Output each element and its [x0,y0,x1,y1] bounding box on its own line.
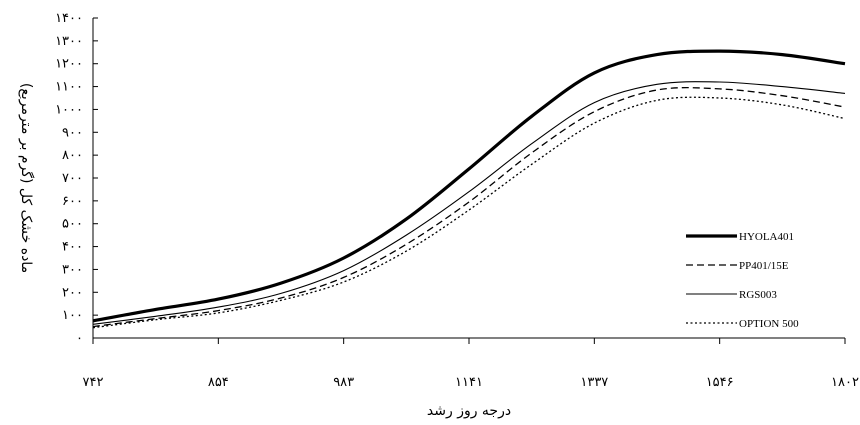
y-tick-label: ۱۰۰ [62,308,83,323]
series-line-pp401-15e [92,87,846,328]
x-tick-label: ۱۱۴۱ [455,375,483,390]
legend: HYOLA401 PP401/15E RGS003 OPTION 500 [686,231,799,330]
y-tick-label: ۸۰۰ [62,148,83,163]
legend-label: OPTION 500 [739,318,799,330]
x-axis-title: درجه روز رشد [427,403,511,419]
x-tick-label: ۱۵۴۶ [706,375,734,390]
y-tick-label: ۱۱۰۰ [55,80,83,95]
x-tick-label: ۹۸۳ [333,375,354,390]
legend-label: PP401/15E [739,260,789,272]
x-ticks: ۷۴۲ ۸۵۴ ۹۸۳ ۱۱۴۱ ۱۳۳۷ ۱۵۴۶ ۱۸۰۲ [83,338,859,390]
x-tick-label: ۱۸۰۲ [831,375,859,390]
y-tick-label: ۲۰۰ [62,285,83,300]
y-tick-label: ۱۳۰۰ [55,34,83,49]
y-ticks: ۰ ۱۰۰ ۲۰۰ ۳۰۰ ۴۰۰ ۵۰۰ ۶۰۰ ۷۰۰ ۸۰۰ ۹۰۰ ۱۰۰۰ ۱۱۰۰ ۱۲۰۰… [55,11,98,346]
series-line-hyola401 [92,49,846,323]
legend-label: RGS003 [739,289,777,301]
x-tick-label: ۷۴۲ [83,375,104,390]
y-tick-label: ۴۰۰ [62,240,83,255]
y-tick-label: ۷۰۰ [62,171,83,186]
y-tick-label: ۳۰۰ [62,262,83,277]
y-tick-label: ۵۰۰ [62,217,83,232]
y-tick-label: ۱۰۰۰ [55,102,83,117]
y-tick-label: ۱۲۰۰ [55,57,83,72]
series-line-rgs003 [92,81,846,325]
y-axis-title: ماده خشک کل (گرم بر مترمربع) [18,83,35,273]
y-tick-label: ۹۰۰ [62,125,83,140]
legend-label: HYOLA401 [739,231,794,243]
x-tick-label: ۸۵۴ [208,375,229,390]
series-line-option-500 [92,96,846,329]
x-tick-label: ۱۳۳۷ [580,375,608,390]
y-tick-label: ۰ [76,331,83,346]
series-lines [92,49,846,329]
y-tick-label: ۶۰۰ [62,194,83,209]
y-tick-label: ۱۴۰۰ [55,11,83,26]
